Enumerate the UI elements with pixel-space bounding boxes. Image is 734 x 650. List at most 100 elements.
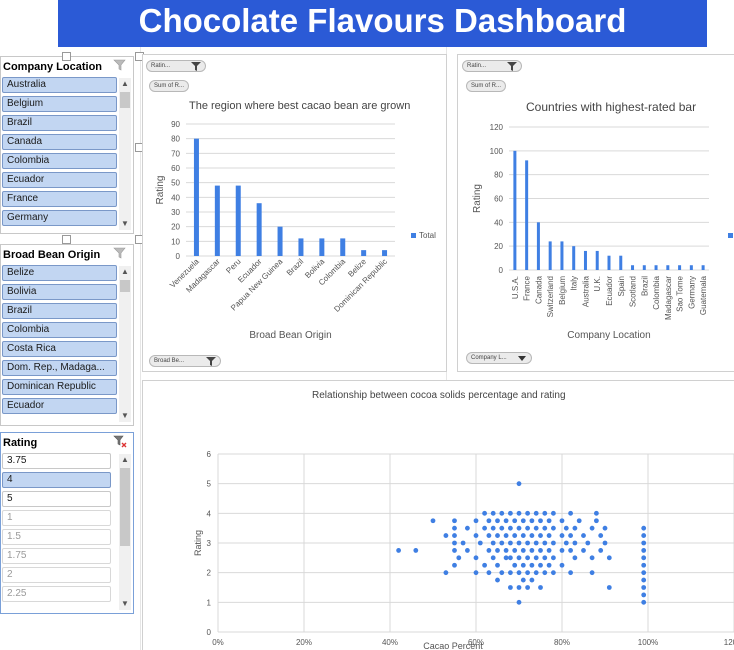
bar	[607, 255, 611, 270]
data-point	[490, 525, 496, 531]
resize-handle[interactable]	[62, 52, 71, 61]
data-point	[576, 518, 582, 524]
legend-swatch	[728, 233, 733, 238]
chart-cocoa-vs-rating[interactable]: Relationship between cocoa solids percen…	[142, 380, 734, 650]
slicer-items: Belize Bolivia Brazil Colombia Costa Rica Dom…	[2, 265, 117, 417]
clear-filter-icon[interactable]	[113, 435, 127, 448]
slicer-item[interactable]: Dominican Republic	[2, 379, 117, 395]
slicer-item[interactable]: 1.75	[2, 548, 111, 564]
bar	[560, 241, 564, 270]
data-point	[512, 533, 518, 538]
slicer-item[interactable]: Brazil	[2, 115, 117, 131]
data-point	[503, 518, 509, 524]
field-button-sum-of-rating[interactable]: Sum of R...	[149, 80, 189, 92]
slicer-scrollbar[interactable]: ▲ ▼	[119, 78, 131, 230]
slicer-item[interactable]: Ecuador	[2, 398, 117, 414]
data-point	[495, 533, 500, 538]
scroll-thumb[interactable]	[120, 468, 130, 546]
slicer-item[interactable]: France	[2, 191, 117, 207]
data-point	[641, 562, 647, 568]
resize-handle[interactable]	[62, 235, 71, 244]
slicer-rating[interactable]: Rating 3.75 4 5 1 1.5 1.75 2 2.25 ▲ ▼	[0, 432, 134, 614]
slicer-item[interactable]: Colombia	[2, 153, 117, 169]
slicer-item[interactable]: 4	[2, 472, 111, 488]
bar	[642, 265, 646, 270]
data-point	[542, 570, 548, 576]
scroll-down-icon[interactable]: ▼	[121, 219, 129, 228]
data-point	[499, 540, 505, 546]
data-point	[529, 518, 535, 524]
data-point	[516, 570, 522, 576]
slicer-broad-bean-origin[interactable]: Broad Bean Origin Belize Bolivia Brazil Col…	[0, 244, 134, 426]
data-point	[452, 525, 457, 531]
data-point	[495, 548, 500, 553]
data-point	[602, 525, 608, 531]
slicer-item[interactable]: Brazil	[2, 303, 117, 319]
data-point	[490, 555, 496, 561]
field-button-rating[interactable]: Ratin...	[146, 60, 206, 72]
slicer-header: Company Location	[1, 57, 133, 77]
y-tick-label: 2	[207, 569, 212, 578]
data-point	[499, 525, 505, 531]
legend-swatch	[411, 233, 416, 238]
x-tick-label: 80%	[554, 638, 570, 647]
data-point	[641, 577, 647, 583]
slicer-item[interactable]: 5	[2, 491, 111, 507]
slicer-item[interactable]: 3.75	[2, 453, 111, 469]
data-point	[546, 518, 552, 524]
slicer-scrollbar[interactable]: ▲ ▼	[119, 266, 131, 422]
slicer-item[interactable]: 1	[2, 510, 111, 526]
field-button-company-location[interactable]: Company L...	[466, 352, 532, 364]
slicer-item[interactable]: Canada	[2, 134, 117, 150]
slicer-item[interactable]: Australia	[2, 77, 117, 93]
filter-icon	[191, 62, 201, 71]
slicer-item[interactable]: 2	[2, 567, 111, 583]
x-tick-label: U.K.	[593, 276, 602, 292]
scroll-up-icon[interactable]: ▲	[121, 79, 129, 88]
slicer-item[interactable]: Dom. Rep., Madaga...	[2, 360, 117, 376]
slicer-scrollbar[interactable]: ▲ ▼	[119, 454, 131, 610]
data-point	[641, 533, 647, 538]
slicer-item[interactable]: Ecuador	[2, 172, 117, 188]
scroll-thumb[interactable]	[120, 280, 130, 292]
data-point	[490, 540, 496, 546]
data-point	[396, 548, 401, 553]
slicer-item[interactable]: Germany	[2, 210, 117, 226]
scroll-up-icon[interactable]: ▲	[121, 455, 129, 464]
scroll-thumb[interactable]	[120, 92, 130, 108]
slicer-item[interactable]: Belgium	[2, 96, 117, 112]
clear-filter-icon[interactable]	[113, 59, 127, 72]
slicer-company-location[interactable]: Company Location Australia Belgium Brazil C…	[0, 56, 134, 234]
data-point	[477, 540, 483, 546]
x-tick-label: Canada	[534, 275, 543, 304]
data-point	[482, 510, 487, 516]
chart-company-location[interactable]: Ratin... Sum of R... Company L... Countr…	[457, 54, 734, 372]
slicer-item[interactable]: Bolivia	[2, 284, 117, 300]
x-tick-label: 0%	[212, 638, 224, 647]
bar	[525, 160, 529, 270]
field-button-rating[interactable]: Ratin...	[462, 60, 522, 72]
chart-broad-bean-origin[interactable]: Ratin... Sum of R... Broad Be... The reg…	[142, 54, 447, 372]
scroll-down-icon[interactable]: ▼	[121, 599, 129, 608]
slicer-header: Rating	[1, 433, 133, 453]
filter-icon	[206, 357, 216, 366]
slicer-item[interactable]: Colombia	[2, 322, 117, 338]
data-point	[503, 533, 509, 538]
scroll-up-icon[interactable]: ▲	[121, 267, 129, 276]
scroll-down-icon[interactable]: ▼	[121, 411, 129, 420]
data-point	[452, 518, 457, 524]
y-tick-label: 60	[171, 164, 180, 173]
slicer-item[interactable]: 2.25	[2, 586, 111, 602]
field-button-broad-bean-origin[interactable]: Broad Be...	[149, 355, 221, 367]
data-point	[516, 585, 522, 590]
bar	[214, 185, 220, 256]
slicer-item[interactable]: Costa Rica	[2, 341, 117, 357]
bar	[548, 241, 552, 270]
field-button-sum-of-rating[interactable]: Sum of R...	[466, 80, 506, 92]
data-point	[589, 525, 595, 531]
clear-filter-icon[interactable]	[113, 247, 127, 260]
bar	[277, 226, 283, 256]
slicer-item[interactable]: 1.5	[2, 529, 111, 545]
slicer-item[interactable]: Belize	[2, 265, 117, 281]
slicer-title: Company Location	[3, 61, 103, 73]
